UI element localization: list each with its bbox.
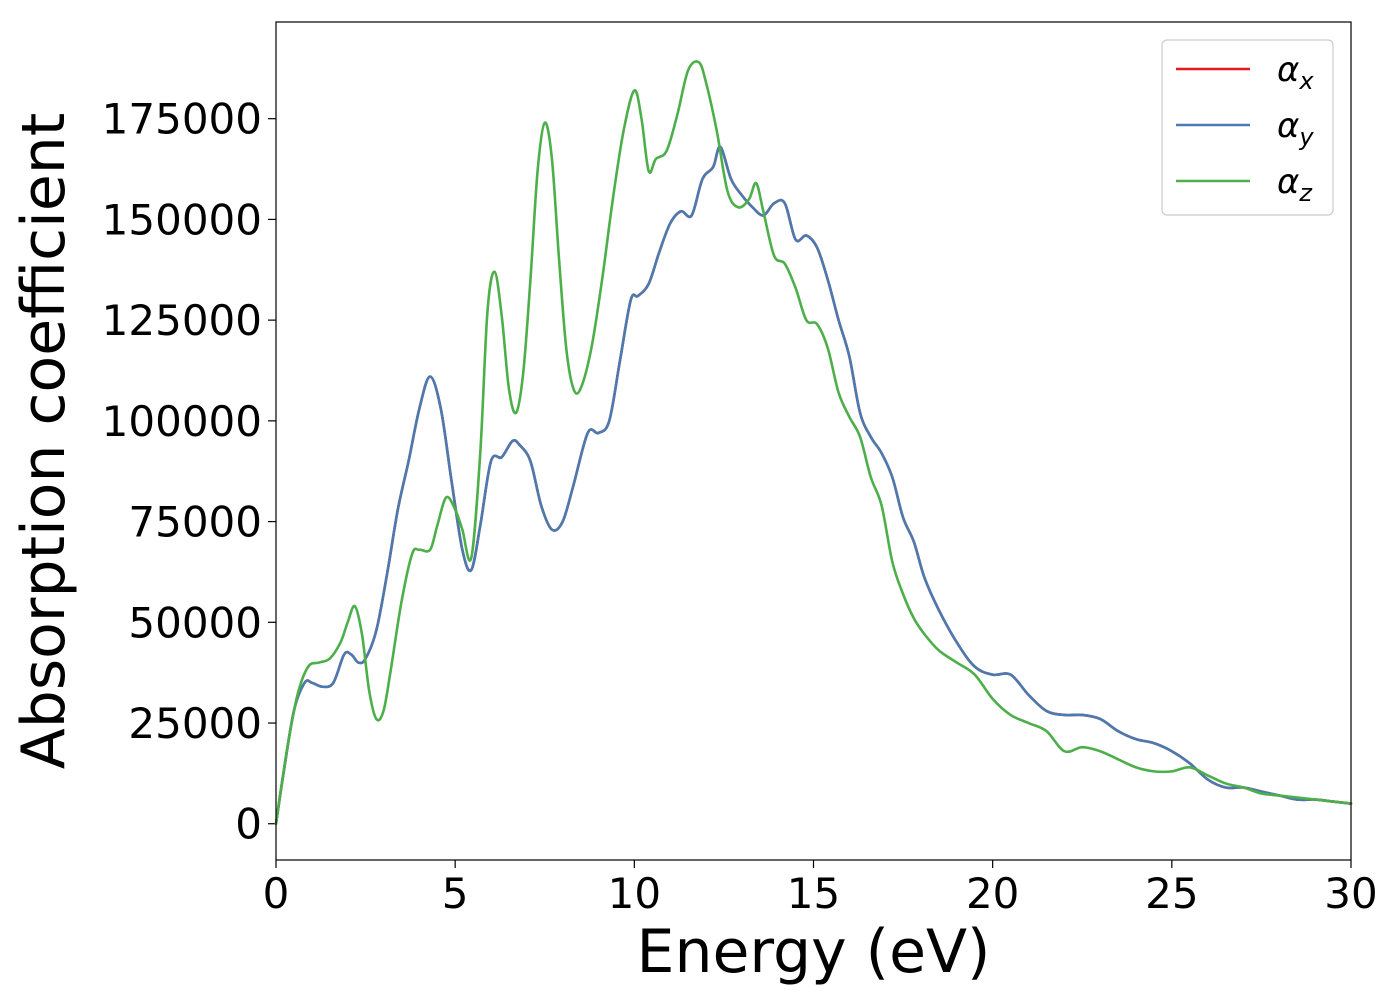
legend-label-z: αz [1277,162,1313,207]
plot-frame [275,21,1352,861]
legend-label-symbol: α [1277,50,1299,90]
y-tick-label: 0 [235,800,262,849]
y-tick-label: 100000 [102,397,262,446]
y-tick-label: 150000 [102,195,262,244]
legend-label-x: αx [1277,50,1314,95]
y-axis-ticks: 0 25000 50000 75000 100000 125000 150000 175000 [102,95,276,849]
x-tick-label: 0 [263,869,290,918]
x-tick-label: 15 [787,869,840,918]
legend-label-subscript: x [1298,67,1314,95]
y-tick-label: 75000 [128,498,262,547]
legend-box [1161,39,1334,216]
y-axis-title: Absorption coefficient [9,113,79,770]
x-tick-label: 5 [442,869,469,918]
x-tick-label: 25 [1145,869,1198,918]
y-tick-label: 25000 [128,699,262,748]
x-tick-label: 10 [608,869,661,918]
legend-label-symbol: α [1277,162,1299,202]
series-lines [274,60,1353,826]
legend-label-symbol: α [1277,106,1299,146]
series-line-alpha-z [274,60,1353,826]
x-tick-label: 30 [1324,869,1377,918]
series-line-alpha-x [274,145,1353,826]
x-tick-label: 20 [966,869,1019,918]
x-axis-ticks: 0 5 10 15 20 25 30 [263,860,1378,918]
series-line-alpha-y [274,145,1353,826]
legend-label-subscript: y [1298,123,1314,151]
y-tick-label: 125000 [102,296,262,345]
y-tick-label: 50000 [128,598,262,647]
x-axis-title: Energy (eV) [637,917,991,987]
legend-label-subscript: z [1298,179,1313,207]
legend-label-y: αy [1277,106,1314,151]
y-tick-label: 175000 [102,95,262,144]
